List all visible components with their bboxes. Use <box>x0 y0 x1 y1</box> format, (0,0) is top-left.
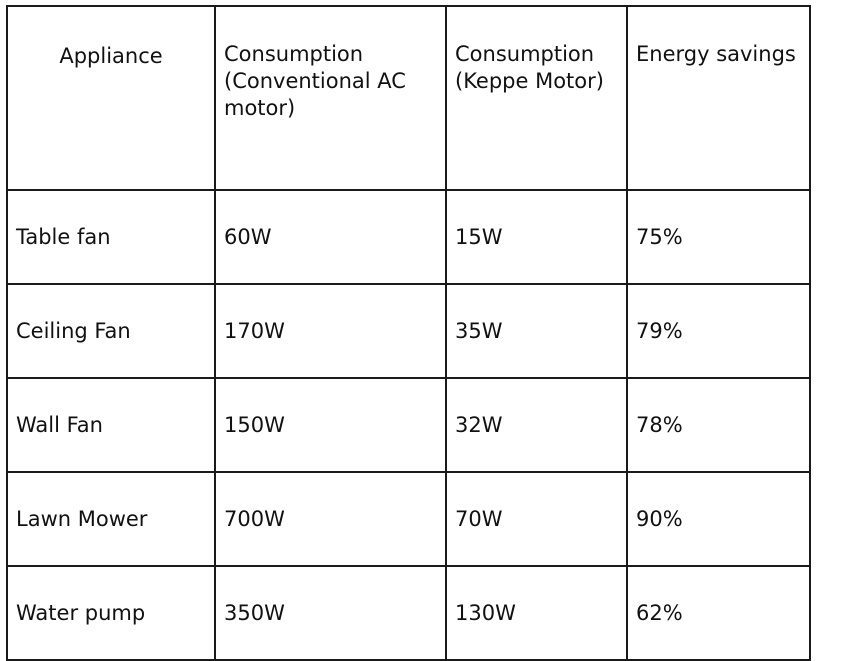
cell-energy-savings: 62% <box>626 565 811 661</box>
cell-appliance: Wall Fan <box>6 377 216 473</box>
header-energy-savings: Energy savings <box>626 5 811 191</box>
cell-energy-savings: 78% <box>626 377 811 473</box>
cell-keppe-consumption: 32W <box>445 377 628 473</box>
cell-conventional-consumption: 60W <box>214 189 447 285</box>
header-consumption-keppe: Consumption (Keppe Motor) <box>445 5 628 191</box>
cell-keppe-consumption: 70W <box>445 471 628 567</box>
cell-keppe-consumption: 15W <box>445 189 628 285</box>
cell-energy-savings: 90% <box>626 471 811 567</box>
cell-conventional-consumption: 170W <box>214 283 447 379</box>
cell-appliance: Ceiling Fan <box>6 283 216 379</box>
appliance-energy-table: Appliance Consumption (Conventional AC m… <box>6 5 811 661</box>
header-consumption-conventional: Consumption (Conventional AC motor) <box>214 5 447 191</box>
cell-energy-savings: 75% <box>626 189 811 285</box>
header-appliance-label: Appliance <box>59 44 163 68</box>
table-row: Ceiling Fan 170W 35W 79% <box>6 283 811 379</box>
cell-appliance: Lawn Mower <box>6 471 216 567</box>
cell-conventional-consumption: 350W <box>214 565 447 661</box>
table-row: Wall Fan 150W 32W 78% <box>6 377 811 473</box>
table-row: Lawn Mower 700W 70W 90% <box>6 471 811 567</box>
header-consumption-conventional-line3: motor) <box>224 96 296 120</box>
header-consumption-conventional-line1: Consumption <box>224 42 364 66</box>
cell-energy-savings: 79% <box>626 283 811 379</box>
cell-appliance: Water pump <box>6 565 216 661</box>
header-appliance: Appliance <box>6 5 216 191</box>
cell-conventional-consumption: 150W <box>214 377 447 473</box>
table-row: Water pump 350W 130W 62% <box>6 565 811 661</box>
cell-keppe-consumption: 35W <box>445 283 628 379</box>
cell-appliance: Table fan <box>6 189 216 285</box>
header-consumption-conventional-line2: (Conventional AC <box>224 69 406 93</box>
cell-conventional-consumption: 700W <box>214 471 447 567</box>
header-consumption-keppe-line2: (Keppe Motor) <box>455 69 604 93</box>
header-consumption-keppe-line1: Consumption <box>455 42 595 66</box>
table-row: Table fan 60W 15W 75% <box>6 189 811 285</box>
header-energy-savings-label: Energy savings <box>636 42 796 66</box>
table-header-row: Appliance Consumption (Conventional AC m… <box>6 5 811 191</box>
cell-keppe-consumption: 130W <box>445 565 628 661</box>
